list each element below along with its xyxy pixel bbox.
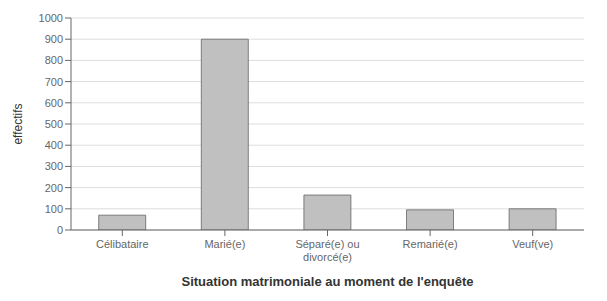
svg-text:900: 900 [45,33,63,45]
svg-text:1000: 1000 [39,12,63,24]
svg-text:600: 600 [45,97,63,109]
svg-text:800: 800 [45,54,63,66]
svg-text:effectifs: effectifs [11,103,25,144]
svg-text:100: 100 [45,203,63,215]
svg-text:Séparé(e) oudivorcé(e): Séparé(e) oudivorcé(e) [295,238,359,263]
svg-text:Remarié(e): Remarié(e) [403,238,458,250]
svg-text:500: 500 [45,118,63,130]
svg-text:400: 400 [45,139,63,151]
svg-text:Veuf(ve): Veuf(ve) [512,238,553,250]
svg-text:300: 300 [45,160,63,172]
svg-text:Marié(e): Marié(e) [204,238,245,250]
svg-text:Situation matrimoniale au mome: Situation matrimoniale au moment de l'en… [181,274,473,289]
svg-text:0: 0 [57,224,63,236]
svg-text:200: 200 [45,182,63,194]
svg-text:700: 700 [45,76,63,88]
svg-text:Célibataire: Célibataire [96,238,149,250]
